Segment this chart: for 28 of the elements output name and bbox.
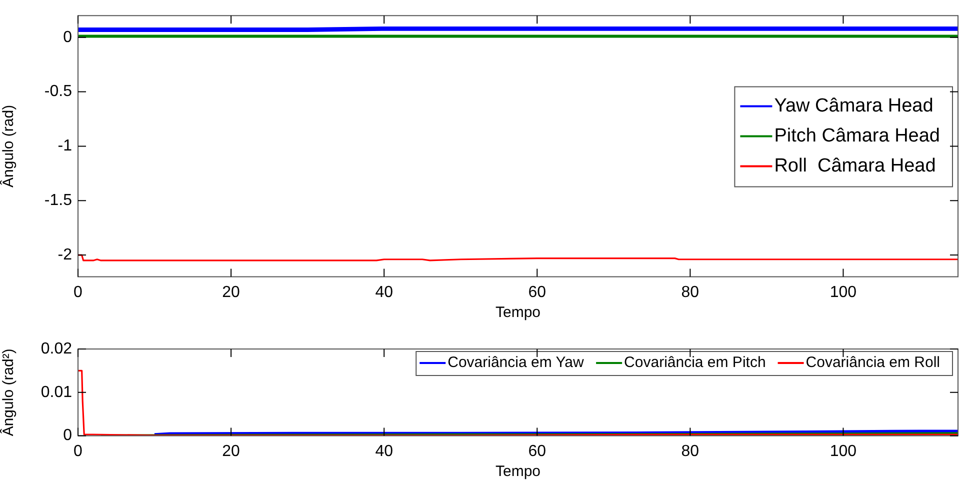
y-tick-label: -1 xyxy=(58,138,72,155)
legend-label: Covariância em Yaw xyxy=(448,354,584,372)
x-tick-label: 20 xyxy=(222,284,240,301)
x-tick-label: 40 xyxy=(375,284,394,301)
y-tick-label: -0.5 xyxy=(44,83,72,100)
legend-label: Covariância em Roll xyxy=(806,354,940,372)
y-tick-label: -2 xyxy=(58,246,72,264)
x-tick-label: 100 xyxy=(830,284,857,301)
x-tick-label: 100 xyxy=(830,442,857,460)
legend-label: Covariância em Pitch xyxy=(624,354,766,372)
y-tick-label: -1.5 xyxy=(44,192,72,210)
x-tick-label: 80 xyxy=(681,442,700,460)
x-axis-title: Tempo xyxy=(495,304,541,322)
y-tick-label: 0.02 xyxy=(40,340,72,358)
x-tick-label: 60 xyxy=(528,284,546,301)
x-tick-label: 20 xyxy=(222,442,240,460)
y-axis-title: Ângulo (rad) xyxy=(0,104,18,188)
y-tick-label: 0 xyxy=(63,28,72,46)
x-tick-label: 40 xyxy=(375,442,394,460)
x-axis-title: Tempo xyxy=(495,463,541,480)
x-tick-label: 80 xyxy=(681,284,700,301)
x-tick-label: 60 xyxy=(528,442,546,460)
y-tick-label: 0 xyxy=(63,427,72,444)
y-tick-label: 0.01 xyxy=(40,384,72,401)
legend-label: Roll Câmara Head xyxy=(774,155,936,176)
legend-label: Yaw Câmara Head xyxy=(774,95,934,116)
y-axis-title: Ângulo (rad²) xyxy=(0,348,18,436)
legend-label: Pitch Câmara Head xyxy=(774,125,940,146)
